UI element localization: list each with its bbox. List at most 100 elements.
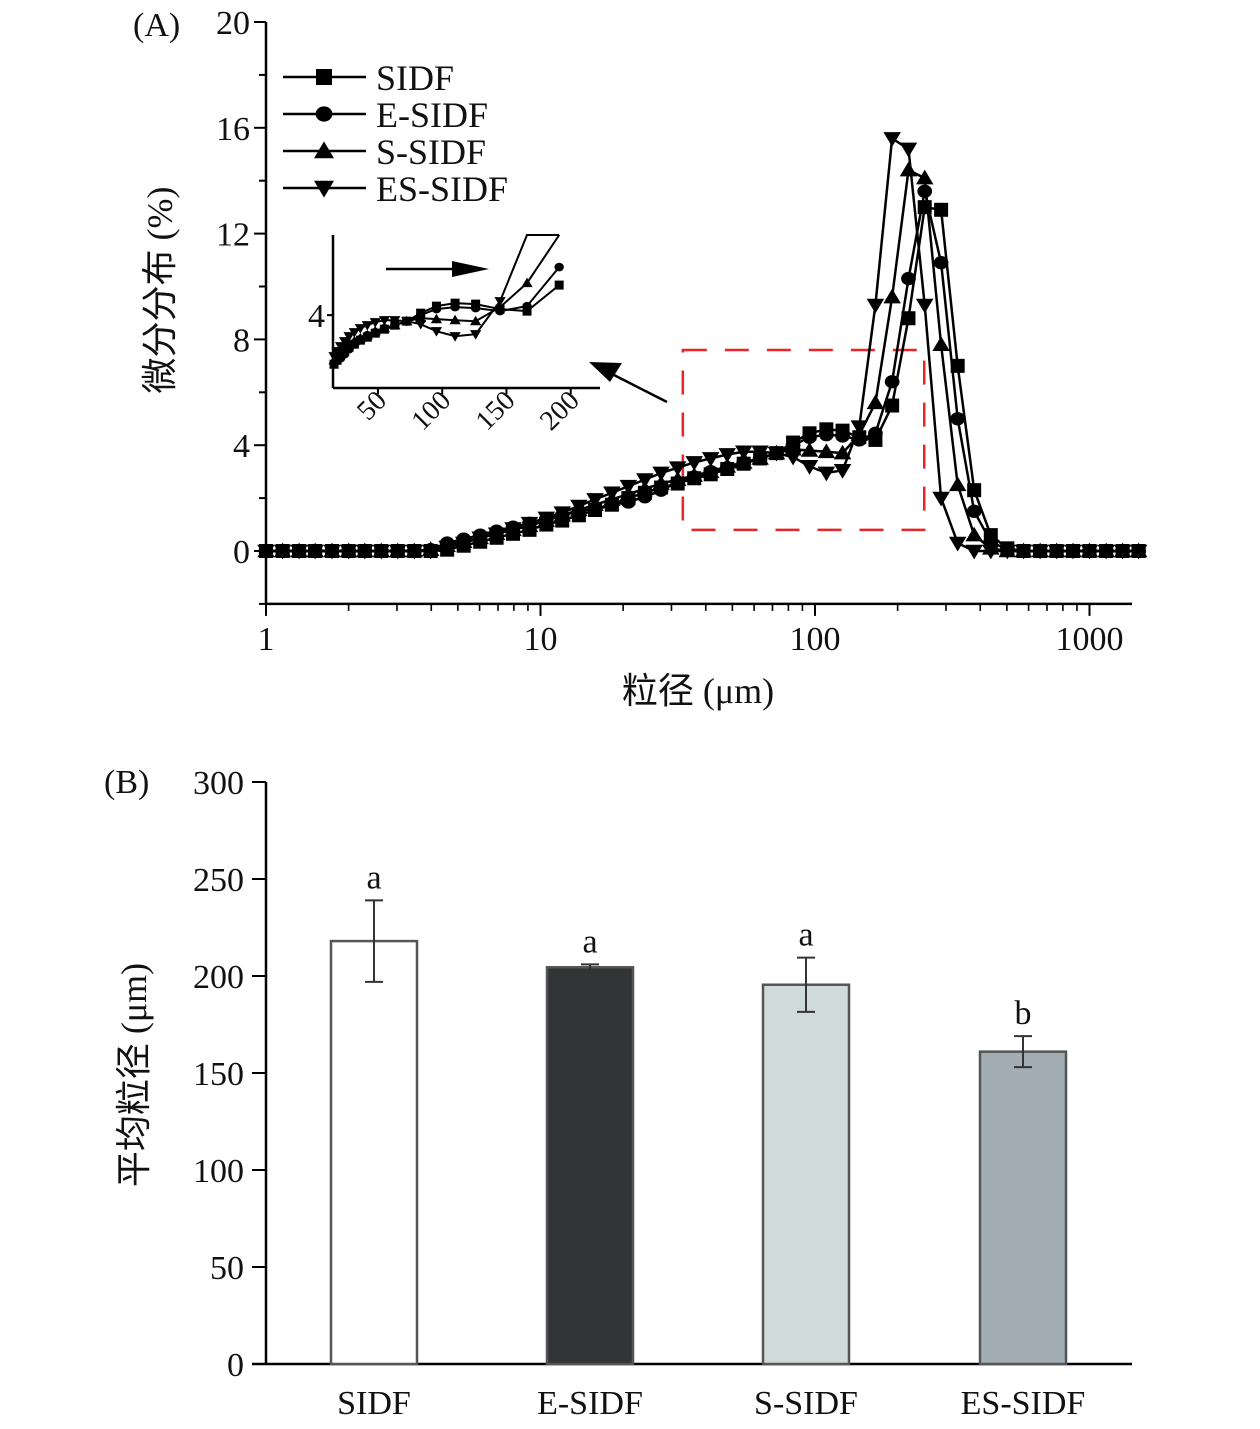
axes-b: 0 50 100 150 200 250 300 — [193, 765, 1132, 1384]
legend-label: ES-SIDF — [376, 169, 508, 209]
data-point — [915, 298, 934, 314]
inset-chart: 4 50 100 150 200 — [308, 234, 668, 437]
data-point — [1047, 544, 1066, 560]
data-point — [685, 467, 703, 482]
data-point — [883, 132, 901, 147]
inset-data-point — [361, 329, 373, 340]
data-point — [901, 311, 916, 326]
significance-letter: a — [798, 917, 813, 954]
data-point — [932, 491, 950, 507]
data-point — [537, 511, 556, 527]
inset-data-point — [348, 328, 360, 338]
data-point — [800, 442, 819, 457]
y-tick-label-a: 0 — [233, 534, 250, 571]
data-point — [734, 445, 753, 461]
data-point — [948, 476, 967, 492]
data-point — [866, 298, 885, 314]
axes-a: 0 4 8 12 16 20 1 10 100 1000 — [216, 5, 1132, 658]
inset-data-point — [343, 332, 355, 342]
y-tick-label-b: 0 — [227, 1347, 244, 1384]
y-tick-label-b: 300 — [193, 765, 244, 802]
inset-data-point — [354, 324, 366, 334]
y-tick-label-b: 150 — [193, 1056, 244, 1093]
data-point — [899, 142, 918, 158]
significance-letter: a — [582, 923, 597, 960]
inset-series-es-sidf — [328, 234, 560, 362]
inset-series-s-sidf — [328, 234, 561, 365]
data-point — [1080, 544, 1099, 560]
pointer-arrow-head — [589, 362, 622, 382]
data-point — [372, 544, 391, 560]
x-tick-label-a: 1000 — [1056, 621, 1124, 658]
panel-b-label: (B) — [104, 764, 149, 801]
data-point — [802, 430, 817, 444]
series-line — [266, 168, 1139, 553]
data-point — [652, 475, 670, 490]
data-point — [636, 473, 654, 488]
y-tick-label-a: 16 — [216, 111, 250, 148]
x-tick-label-b: SIDF — [337, 1385, 411, 1422]
x-tick-label-b: E-SIDF — [537, 1385, 643, 1422]
legend-label: S-SIDF — [376, 132, 486, 172]
data-point — [520, 516, 539, 532]
y-tick-label-a: 8 — [233, 322, 250, 359]
bar — [978, 1050, 1068, 1366]
series-e-sidf — [258, 184, 1146, 558]
y-tick-label-b: 50 — [210, 1250, 244, 1287]
inset-data-point — [554, 280, 564, 290]
bar — [761, 983, 851, 1366]
data-point — [1014, 544, 1033, 560]
series-s-sidf — [257, 161, 1148, 558]
data-point — [934, 202, 949, 217]
data-point — [835, 429, 850, 443]
data-point — [668, 461, 687, 477]
legend-label: SIDF — [376, 58, 454, 98]
data-point — [421, 544, 440, 560]
inset-x-tick-label: 50 — [351, 385, 393, 427]
inset-data-point — [449, 332, 461, 342]
inset-direction-arrow-head — [452, 261, 489, 277]
data-point — [701, 463, 720, 478]
data-point — [965, 526, 983, 542]
data-point — [915, 169, 934, 185]
inset-data-point — [348, 335, 360, 346]
inset-data-point — [431, 304, 442, 314]
plot-area-a — [257, 132, 1148, 560]
data-point — [767, 446, 786, 462]
data-point — [1097, 544, 1115, 560]
inset-data-point — [494, 297, 506, 307]
data-point — [405, 544, 424, 560]
data-point — [982, 544, 1000, 560]
data-point — [1113, 544, 1132, 560]
data-point — [668, 471, 687, 486]
data-point — [833, 464, 852, 479]
inset-data-point — [389, 316, 401, 326]
data-point — [685, 456, 703, 471]
data-point — [701, 452, 720, 467]
series-line — [266, 205, 1139, 553]
data-point — [734, 453, 753, 469]
inset-data-point — [378, 322, 391, 333]
y-tick-label-a: 20 — [216, 5, 250, 42]
data-point — [800, 460, 819, 475]
data-point — [817, 443, 836, 459]
data-point — [339, 544, 358, 560]
data-point — [718, 457, 737, 473]
inset-data-point — [401, 317, 413, 327]
data-point — [948, 536, 967, 552]
data-point — [454, 536, 473, 552]
legend-marker-square — [316, 69, 332, 85]
data-point — [471, 531, 489, 547]
data-point — [290, 544, 308, 560]
inset-data-point — [369, 325, 381, 336]
inset-data-point — [415, 320, 427, 330]
inset-x-tick-label: 100 — [406, 385, 458, 437]
inset-x-tick-label: 150 — [470, 385, 522, 437]
data-point — [751, 445, 769, 461]
inset-data-point — [343, 338, 355, 349]
inset-data-point — [361, 321, 373, 331]
x-tick-label-a: 10 — [524, 621, 558, 658]
inset-data-point — [449, 314, 461, 325]
data-point — [504, 522, 522, 537]
